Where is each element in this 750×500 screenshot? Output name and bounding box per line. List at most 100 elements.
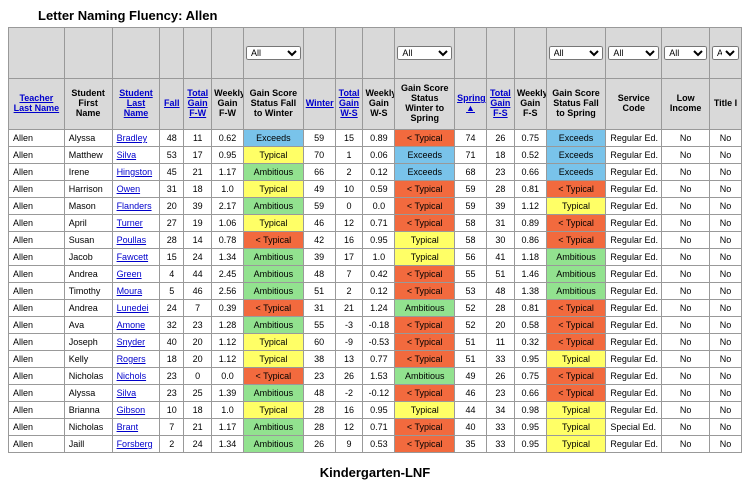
cell-gsfs: Typical [546,419,606,436]
filter-gsfs[interactable]: All [549,46,604,60]
cell-wgfw: 1.12 [212,334,244,351]
cell-winter: 46 [303,215,335,232]
student-link[interactable]: Owen [117,184,141,194]
student-link[interactable]: Silva [117,150,137,160]
cell-tgfs: 11 [486,334,514,351]
cell-low-income: No [662,368,710,385]
cell-fall: 32 [160,317,184,334]
student-link[interactable]: Hingston [117,167,153,177]
table-row: AllenJaillForsberg2241.34Ambitious2690.5… [9,436,742,453]
cell-tgfw: 20 [184,334,212,351]
student-link[interactable]: Forsberg [117,439,153,449]
student-link[interactable]: Rogers [117,354,146,364]
cell-gsfw: < Typical [243,300,303,317]
cell-low-income: No [662,198,710,215]
cell-spring: 44 [455,402,487,419]
student-link[interactable]: Fawcett [117,252,149,262]
student-link[interactable]: Turner [117,218,143,228]
filter-service-code[interactable]: All [608,46,659,60]
cell-wgws: 0.71 [363,215,395,232]
filter-gsws[interactable]: All [397,46,452,60]
table-row: AllenAvaAmone32231.28Ambitious55-3-0.18<… [9,317,742,334]
cell-low-income: No [662,385,710,402]
student-link[interactable]: Amone [117,320,146,330]
col-fall[interactable]: Fall [164,98,180,108]
cell-tgfs: 33 [486,419,514,436]
cell-gsws: < Typical [395,130,455,147]
student-link[interactable]: Bradley [117,133,148,143]
student-link[interactable]: Flanders [117,201,152,211]
cell-tgfw: 24 [184,249,212,266]
cell-first-name: Matthew [64,147,112,164]
student-link[interactable]: Nichols [117,371,147,381]
cell-tgfw: 11 [184,130,212,147]
cell-wgfw: 2.45 [212,266,244,283]
cell-tgws: 16 [335,232,363,249]
cell-gsfs: < Typical [546,215,606,232]
cell-tgfs: 33 [486,351,514,368]
student-link[interactable]: Snyder [117,337,146,347]
cell-gsws: < Typical [395,181,455,198]
cell-wgws: -0.53 [363,334,395,351]
cell-wgws: 0.59 [363,181,395,198]
filter-title-i[interactable]: All [712,46,739,60]
cell-winter: 39 [303,249,335,266]
student-link[interactable]: Poullas [117,235,147,245]
filter-low-income[interactable]: All [664,46,707,60]
cell-gsfw: Ambitious [243,436,303,453]
cell-service: Regular Ed. [606,232,662,249]
cell-spring: 51 [455,351,487,368]
col-winter[interactable]: Winter [306,98,334,108]
cell-low-income: No [662,300,710,317]
cell-gsws: < Typical [395,283,455,300]
cell-gsfw: < Typical [243,232,303,249]
cell-fall: 23 [160,368,184,385]
cell-gsfw: Typical [243,351,303,368]
cell-wgfw: 0.0 [212,368,244,385]
cell-gsws: Typical [395,232,455,249]
cell-teacher: Allen [9,402,65,419]
table-row: AllenSusanPoullas28140.78< Typical42160.… [9,232,742,249]
cell-gsws: < Typical [395,317,455,334]
cell-teacher: Allen [9,385,65,402]
student-link[interactable]: Moura [117,286,143,296]
cell-teacher: Allen [9,181,65,198]
cell-gsws: Ambitious [395,300,455,317]
col-spring[interactable]: Spring ▲ [457,93,486,113]
col-total-gain-fs[interactable]: Total Gain F-S [490,88,511,118]
cell-winter: 28 [303,419,335,436]
cell-service: Regular Ed. [606,283,662,300]
cell-wgfw: 2.17 [212,198,244,215]
student-link[interactable]: Lunedei [117,303,149,313]
cell-title-i: No [709,198,741,215]
cell-first-name: Mason [64,198,112,215]
cell-fall: 10 [160,402,184,419]
cell-wgws: 1.24 [363,300,395,317]
cell-winter: 38 [303,351,335,368]
cell-service: Regular Ed. [606,402,662,419]
student-link[interactable]: Green [117,269,142,279]
cell-tgfs: 51 [486,266,514,283]
col-student-last-name[interactable]: Student Last Name [119,88,153,118]
cell-wgfs: 0.95 [514,436,546,453]
table-row: AllenNicholasBrant7211.17Ambitious28120.… [9,419,742,436]
cell-gsfw: Typical [243,147,303,164]
cell-tgws: 10 [335,181,363,198]
cell-gsfs: < Typical [546,334,606,351]
filter-gsfw[interactable]: All [246,46,301,60]
col-total-gain-ws[interactable]: Total Gain W-S [339,88,360,118]
cell-first-name: Irene [64,164,112,181]
cell-gsfw: Ambitious [243,283,303,300]
cell-tgfs: 41 [486,249,514,266]
cell-first-name: April [64,215,112,232]
cell-gsfs: < Typical [546,181,606,198]
student-link[interactable]: Gibson [117,405,146,415]
student-link[interactable]: Silva [117,388,137,398]
cell-title-i: No [709,317,741,334]
col-teacher-last-name[interactable]: Teacher Last Name [14,93,60,113]
col-total-gain-fw[interactable]: Total Gain F-W [187,88,208,118]
cell-gsfs: < Typical [546,317,606,334]
table-row: AllenAlyssaBradley48110.62Exceeds59150.8… [9,130,742,147]
student-link[interactable]: Brant [117,422,139,432]
cell-wgfs: 0.75 [514,130,546,147]
